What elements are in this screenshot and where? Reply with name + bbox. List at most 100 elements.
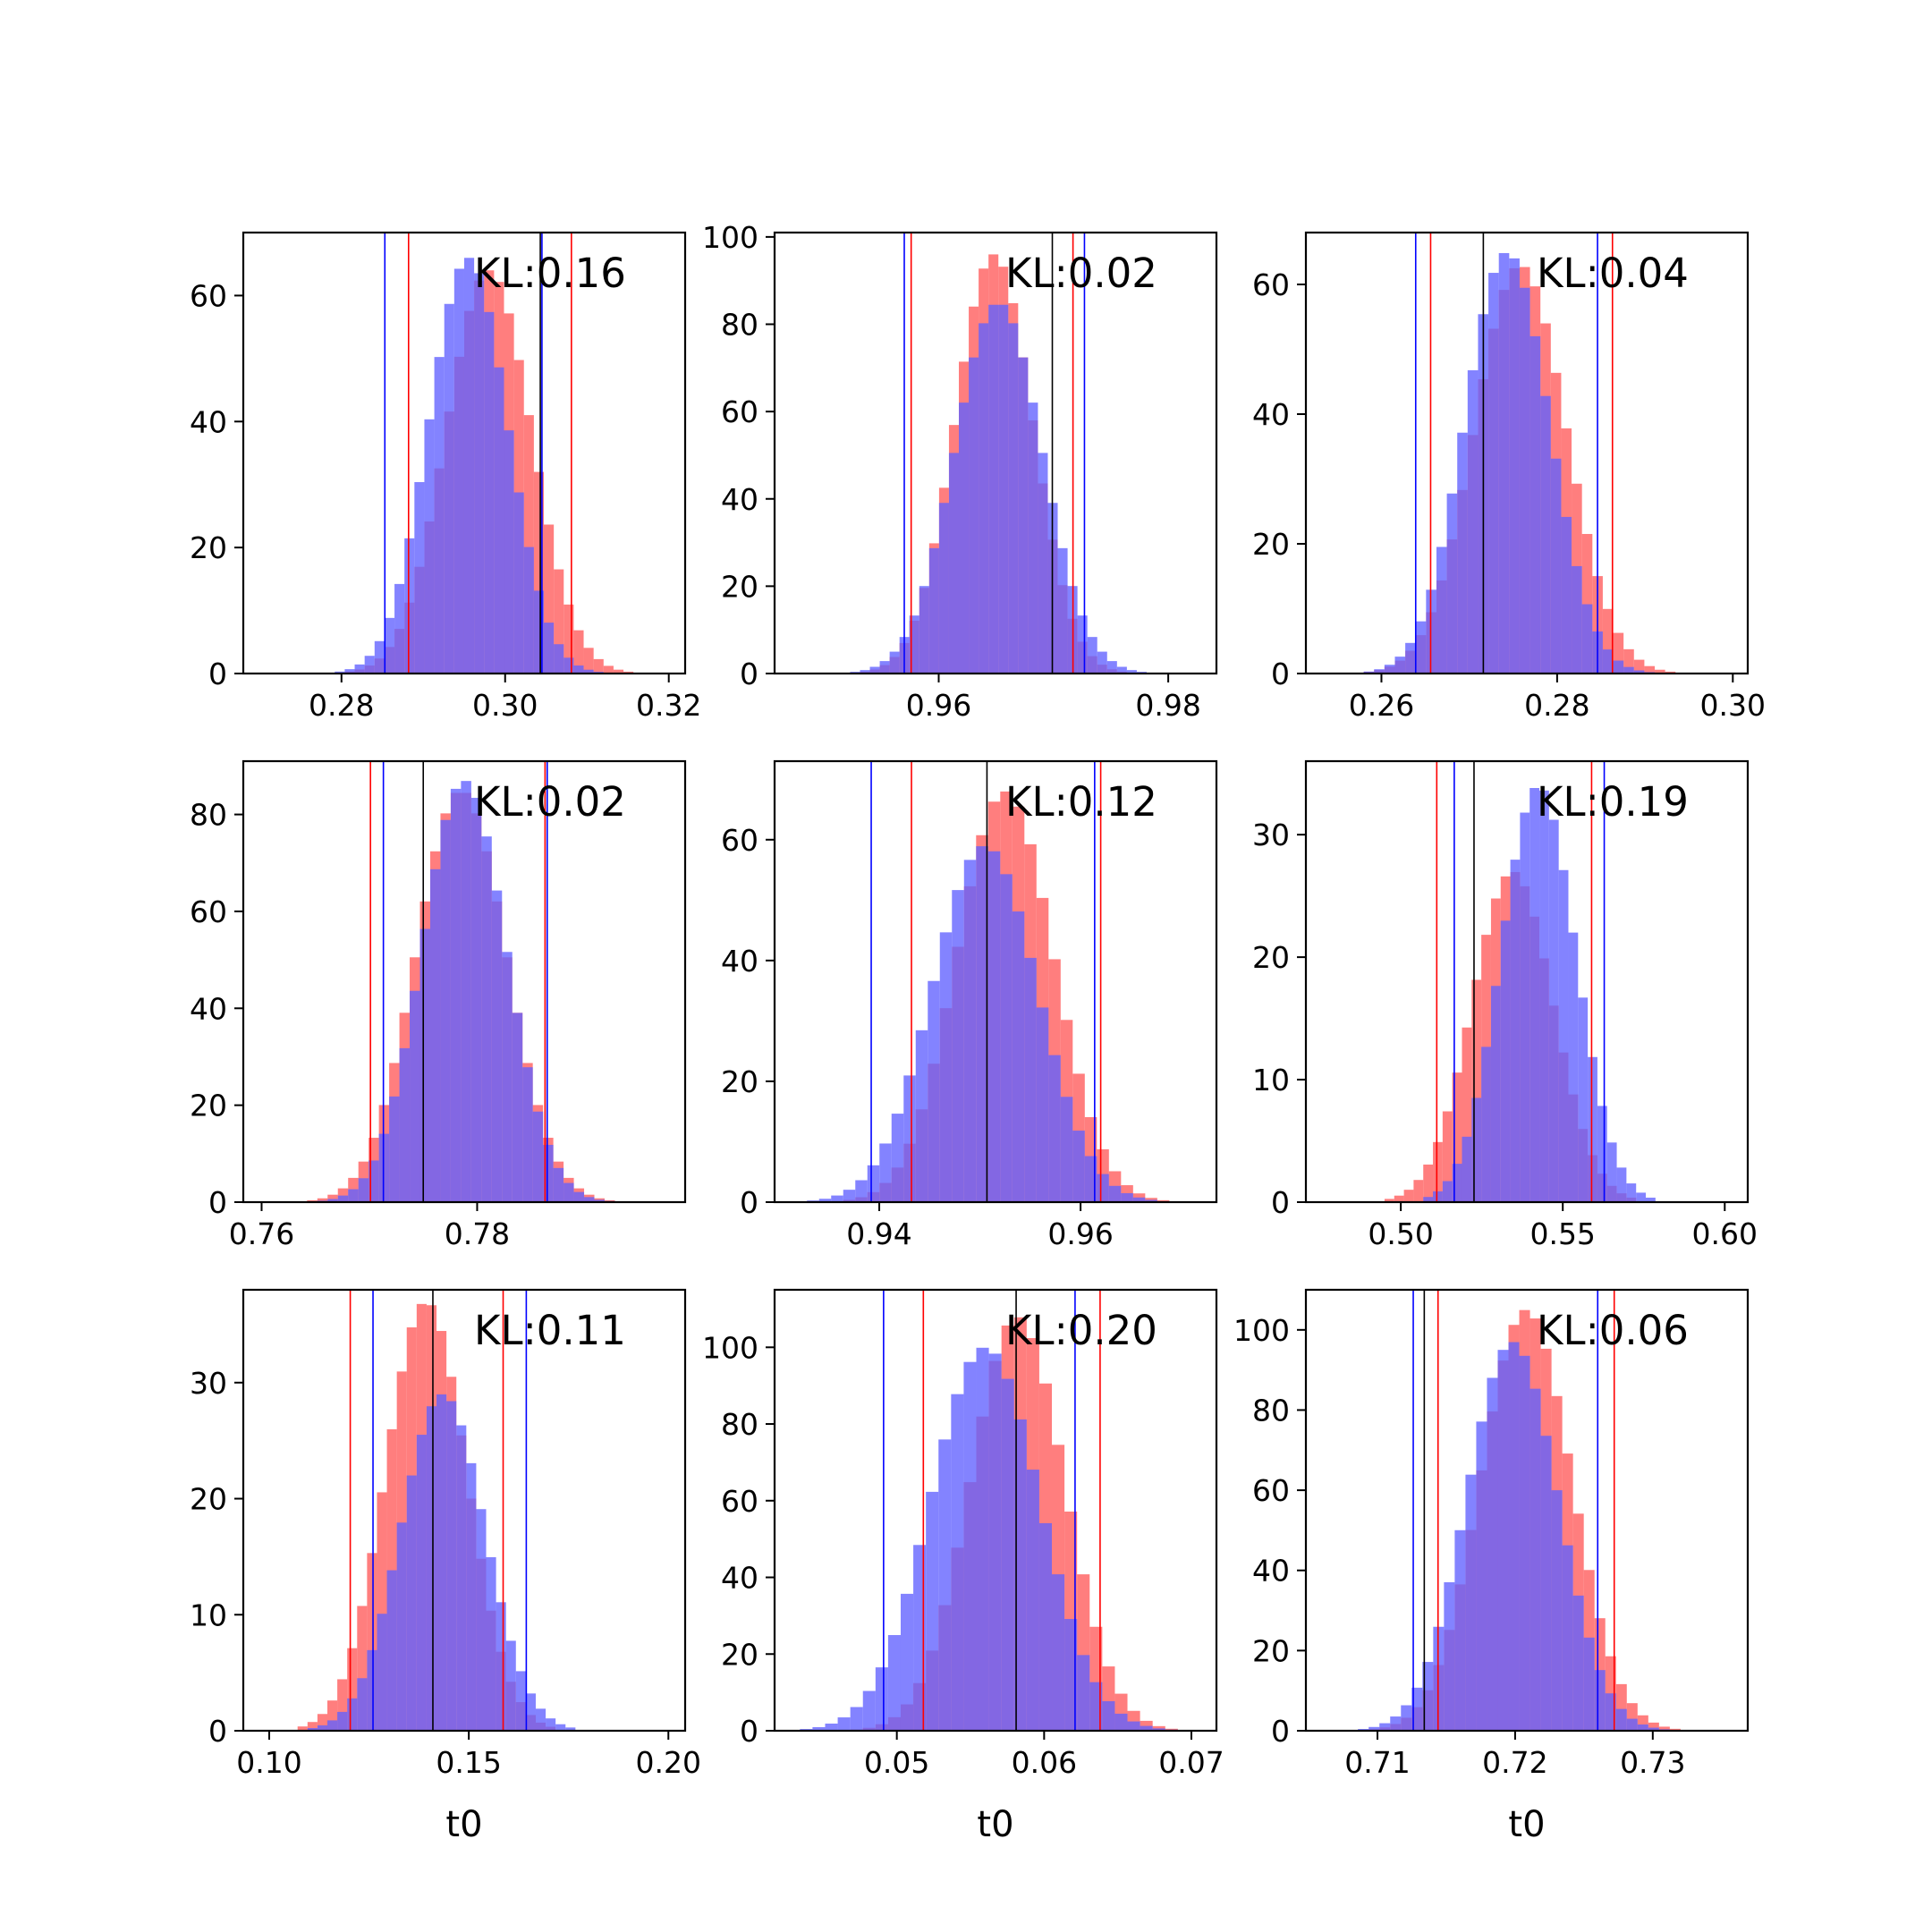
red-bar bbox=[367, 1553, 377, 1731]
y-tick-label: 20 bbox=[721, 1064, 758, 1099]
x-tick-label: 0.55 bbox=[1530, 1216, 1595, 1251]
blue-bar bbox=[525, 1693, 536, 1731]
blue-bar bbox=[1530, 335, 1541, 674]
blue-bar bbox=[377, 1614, 387, 1731]
y-tick-label: 80 bbox=[721, 308, 758, 343]
blue-bar bbox=[515, 1671, 526, 1731]
blue-bar bbox=[446, 1401, 457, 1731]
blue-bar bbox=[1476, 1421, 1487, 1731]
red-bar bbox=[1602, 608, 1614, 674]
blue-bar bbox=[544, 623, 555, 674]
blue-bar bbox=[1001, 1378, 1014, 1731]
red-bar bbox=[307, 1722, 318, 1731]
blue-bar bbox=[476, 1509, 487, 1731]
blue-bar bbox=[1411, 1687, 1423, 1731]
blue-bar bbox=[1465, 1474, 1477, 1731]
blue-bar bbox=[1127, 1721, 1140, 1731]
kl-annotation: KL:0.11 bbox=[474, 1307, 626, 1354]
blue-bar bbox=[1152, 1728, 1165, 1731]
blue-bar bbox=[533, 590, 545, 674]
blue-bar bbox=[1636, 1192, 1647, 1202]
blue-bar bbox=[1562, 1545, 1573, 1731]
x-tick-label: 0.94 bbox=[846, 1216, 911, 1251]
x-axis-label: t0 bbox=[977, 1804, 1013, 1845]
blue-bar bbox=[502, 952, 513, 1202]
blue-bar bbox=[1626, 1183, 1637, 1202]
blue-bar bbox=[1583, 1637, 1595, 1731]
blue-bar bbox=[1436, 547, 1447, 674]
x-tick-label: 0.98 bbox=[1135, 688, 1200, 723]
blue-bar bbox=[535, 1708, 547, 1731]
blue-bar bbox=[491, 890, 503, 1202]
blue-bar bbox=[875, 1667, 888, 1731]
y-tick-label: 0 bbox=[740, 1714, 758, 1749]
red-bar bbox=[593, 658, 604, 674]
blue-bar bbox=[1108, 1185, 1122, 1202]
red-bar bbox=[337, 1188, 349, 1202]
blue-bar bbox=[440, 819, 451, 1202]
subplot-5: 0.94 0.96 0 20 40 60 KL:0.12 bbox=[721, 759, 1218, 1251]
blue-bar bbox=[879, 661, 890, 674]
blue-bar bbox=[369, 1160, 379, 1202]
blue-bar bbox=[938, 1439, 952, 1731]
blue-bar bbox=[1089, 1682, 1103, 1731]
plot-area bbox=[850, 233, 1147, 674]
blue-bar bbox=[394, 583, 405, 674]
blue-bar bbox=[938, 503, 949, 674]
blue-bar bbox=[831, 1195, 843, 1202]
blue-bar bbox=[1374, 669, 1385, 674]
blue-bar bbox=[909, 615, 919, 674]
blue-bar bbox=[1394, 657, 1406, 674]
blue-bar bbox=[987, 851, 1001, 1202]
blue-bar bbox=[496, 1602, 506, 1731]
blue-bar bbox=[1405, 642, 1416, 674]
red-bar bbox=[1413, 1180, 1424, 1202]
red-bar bbox=[1433, 1141, 1443, 1202]
blue-bar bbox=[988, 304, 999, 674]
blue-bar bbox=[444, 303, 454, 674]
y-tick-label: 20 bbox=[1252, 527, 1290, 562]
blue-bar bbox=[512, 1013, 523, 1202]
x-tick-label: 0.26 bbox=[1349, 688, 1414, 723]
blue-bar bbox=[1487, 1377, 1498, 1731]
blue-bar bbox=[979, 323, 989, 674]
blue-bar bbox=[1102, 1700, 1115, 1731]
blue-bar bbox=[1097, 651, 1107, 674]
red-bar bbox=[544, 524, 555, 674]
blue-bar bbox=[1519, 1355, 1530, 1731]
y-tick-label: 40 bbox=[721, 482, 758, 517]
red-bar bbox=[317, 1198, 328, 1202]
blue-bar bbox=[1578, 997, 1589, 1202]
y-tick-label: 0 bbox=[740, 1185, 758, 1220]
x-axis-label: t0 bbox=[445, 1804, 482, 1845]
blue-bar bbox=[900, 1593, 914, 1731]
blue-bar bbox=[337, 1711, 348, 1731]
subplot-7: 0.10 0.15 0.20 0 10 20 30 KL:0.11 t0 bbox=[190, 1288, 701, 1845]
blue-bar bbox=[1581, 604, 1593, 674]
blue-bar bbox=[1540, 1436, 1552, 1731]
blue-bar bbox=[416, 1435, 427, 1731]
blue-bar bbox=[1626, 1718, 1638, 1731]
y-tick-label: 60 bbox=[721, 394, 758, 429]
subplot-2: 0.96 0.98 0 20 40 60 80 100 KL:0.02 bbox=[702, 220, 1218, 723]
blue-bar bbox=[1648, 1727, 1659, 1731]
red-bar bbox=[1644, 665, 1656, 674]
blue-bar bbox=[429, 869, 441, 1202]
blue-bar bbox=[364, 656, 375, 674]
y-tick-label: 20 bbox=[721, 569, 758, 604]
y-tick-label: 20 bbox=[721, 1637, 758, 1672]
blue-bar bbox=[1508, 1342, 1520, 1731]
blue-bar bbox=[348, 1189, 359, 1202]
blue-bar bbox=[1497, 1350, 1509, 1731]
blue-bar bbox=[486, 1556, 496, 1731]
blue-bar bbox=[434, 357, 445, 674]
y-tick-label: 100 bbox=[702, 1330, 758, 1365]
blue-bar bbox=[1481, 1046, 1491, 1202]
blue-bar bbox=[1048, 1055, 1061, 1202]
blue-bar bbox=[399, 1047, 411, 1202]
blue-bar bbox=[1422, 1662, 1434, 1731]
subplot-6: 0.50 0.55 0.60 0 10 20 30 KL:0.19 bbox=[1252, 759, 1758, 1251]
y-tick-label: 40 bbox=[721, 944, 758, 979]
blue-bar bbox=[532, 1111, 544, 1202]
blue-bar bbox=[453, 268, 464, 674]
